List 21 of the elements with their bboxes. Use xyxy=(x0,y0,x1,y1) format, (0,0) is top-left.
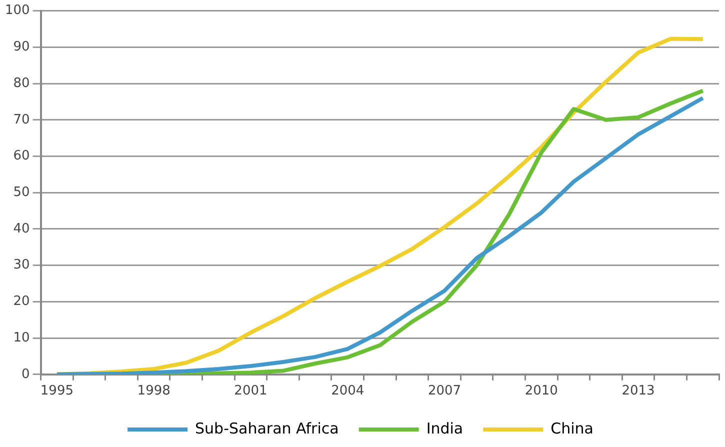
y-tick-label: 0 xyxy=(22,366,30,382)
legend-label: Sub-Saharan Africa xyxy=(195,419,339,438)
x-tick-label: 1995 xyxy=(40,384,74,399)
x-tick-label: 2007 xyxy=(428,384,462,399)
x-tick-label: 2013 xyxy=(622,384,655,399)
y-tick-label: 20 xyxy=(13,294,30,310)
x-tick-label: 2004 xyxy=(331,384,364,399)
legend-label: India xyxy=(426,419,464,438)
y-tick-label: 70 xyxy=(13,112,30,128)
x-tick-label: 2010 xyxy=(524,384,558,399)
x-tick-label: 1998 xyxy=(137,384,170,399)
y-tick-label: 30 xyxy=(13,258,30,273)
y-tick-label: 60 xyxy=(13,148,30,164)
y-tick-label: 80 xyxy=(13,76,30,91)
x-tick-label: 2001 xyxy=(234,384,268,399)
y-tick-label: 10 xyxy=(13,330,30,346)
y-tick-label: 90 xyxy=(13,40,30,55)
y-tick-label: 100 xyxy=(4,3,30,18)
y-tick-label: 40 xyxy=(13,221,30,236)
y-tick-label: 50 xyxy=(13,184,30,200)
legend-label: China xyxy=(550,419,594,438)
